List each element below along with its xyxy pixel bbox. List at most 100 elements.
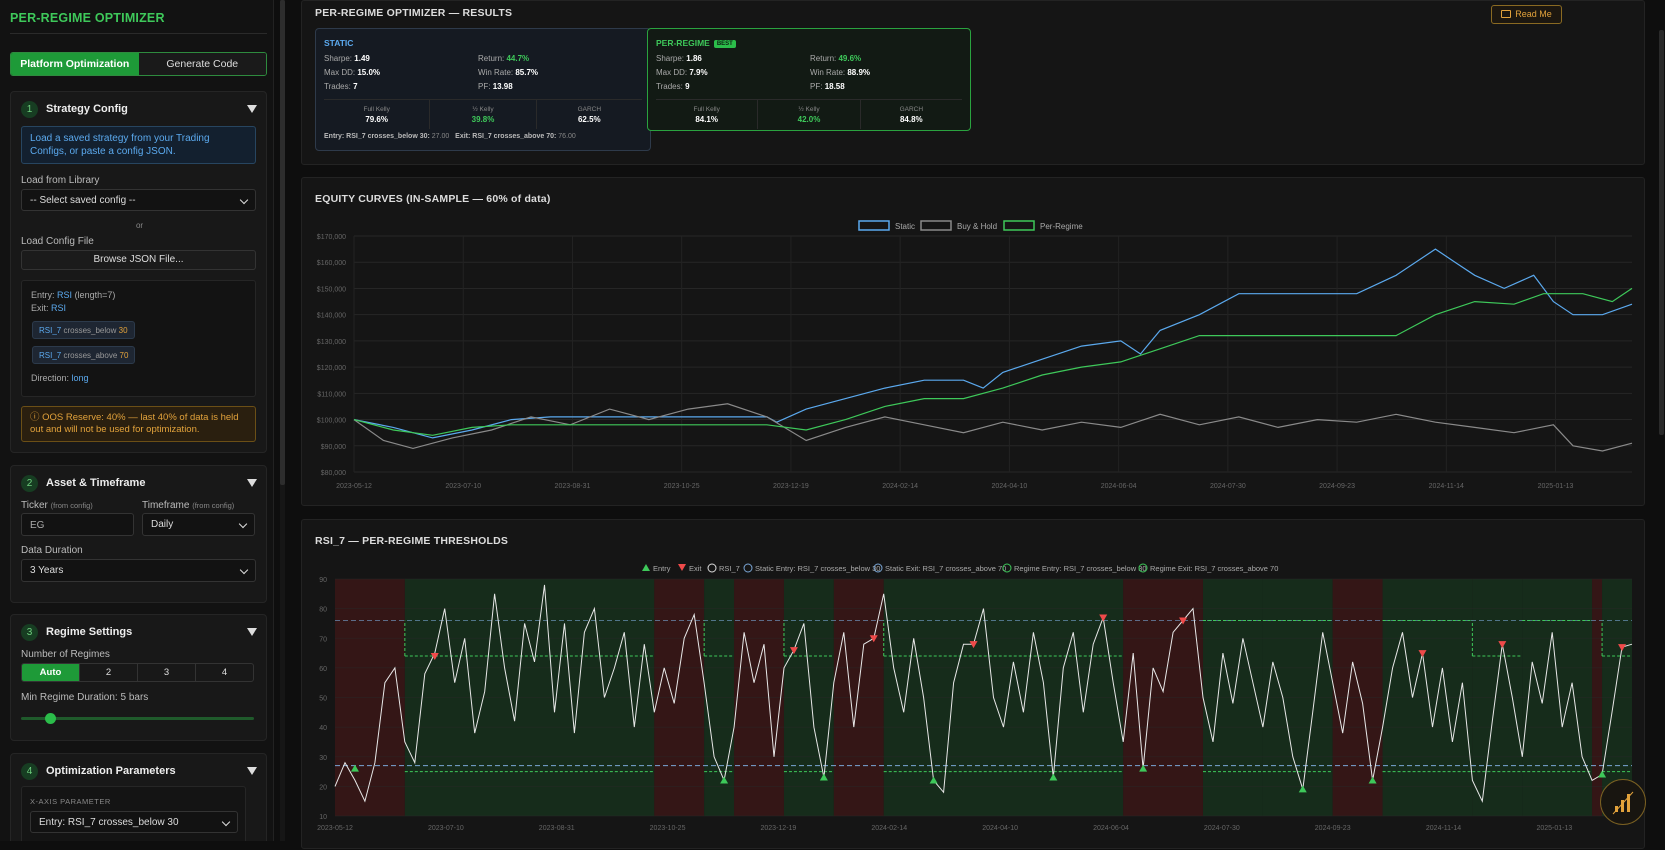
entry-condition-chip: RSI_7 crosses_below 30 (32, 321, 135, 339)
exit-threshold-value: 76.00 (558, 133, 576, 140)
rsi-chart-title: RSI_7 — PER-REGIME THRESHOLDS (315, 535, 509, 547)
kelly-label: ½ Kelly (472, 106, 494, 113)
stat-label: Return: (810, 54, 837, 63)
y-tick-label: 60 (319, 666, 327, 673)
card-title: Strategy Config (46, 103, 128, 115)
library-label: Load from Library (21, 175, 100, 186)
min-duration-slider-track[interactable] (21, 717, 254, 720)
collapse-icon[interactable] (247, 767, 257, 775)
collapse-icon[interactable] (247, 105, 257, 113)
file-label: Load Config File (21, 236, 94, 247)
kelly-value: 39.8% (471, 115, 495, 124)
collapse-icon[interactable] (247, 628, 257, 636)
ticker-input[interactable]: EG (21, 513, 134, 536)
regime-option-3[interactable]: 3 (138, 664, 196, 681)
y-tick-label: $160,000 (317, 260, 346, 267)
exit-label: Exit: (31, 303, 49, 313)
legend-label: Static Exit: RSI_7 crosses_above 70 (885, 564, 1006, 573)
tab-platform-optimization[interactable]: Platform Optimization (11, 53, 139, 75)
entry-marker (1368, 776, 1377, 784)
card-title: Asset & Timeframe (46, 477, 146, 489)
browse-json-button[interactable]: Browse JSON File... (21, 250, 256, 270)
stat-label: PF: (478, 82, 491, 91)
x-tick-label: 2025-01-13 (1536, 825, 1572, 832)
regime-settings-card: 3 Regime Settings Number of Regimes Auto… (10, 614, 267, 741)
direction-line: Direction: long (31, 373, 89, 383)
tab-generate-code[interactable]: Generate Code (138, 53, 266, 75)
regime-option-auto[interactable]: Auto (22, 664, 80, 681)
collapse-icon[interactable] (247, 479, 257, 487)
equity-chart-title: EQUITY CURVES (IN-SAMPLE — 60% of data) (315, 193, 551, 205)
kelly-value: 84.8% (899, 115, 923, 124)
x-tick-label: 2023-10-25 (650, 825, 686, 832)
timeframe-select[interactable]: Daily (142, 513, 255, 536)
x-axis-param-label: X-AXIS PARAMETER (30, 797, 111, 806)
min-duration-label: Min Regime Duration: 5 bars (21, 692, 149, 703)
stat-value: 7.9% (689, 68, 708, 77)
best-badge: BEST (713, 40, 736, 48)
chart-fab-button[interactable] (1600, 779, 1646, 825)
exit-marker (789, 647, 798, 655)
legend-label: RSI_7 (719, 564, 740, 573)
y-tick-label: $150,000 (317, 286, 346, 293)
stat-label: Max DD: (656, 68, 688, 77)
step-number: 1 (21, 100, 38, 118)
duration-select[interactable]: 3 Years (21, 559, 256, 582)
x-tick-label: 2024-07-30 (1210, 483, 1246, 490)
legend-label: Regime Entry: RSI_7 crosses_below 30 (1014, 564, 1147, 573)
asset-timeframe-header[interactable]: 2 Asset & Timeframe (21, 474, 257, 492)
min-duration-slider-handle[interactable] (45, 713, 56, 724)
x-tick-label: 2024-07-30 (1204, 825, 1240, 832)
kelly-value: 62.5% (577, 115, 601, 124)
regime-kelly-row: Full Kelly 84.1% ½ Kelly 42.0% GARCH 84.8% (656, 99, 962, 129)
x-axis-param-box: X-AXIS PARAMETER Entry: RSI_7 crosses_be… (21, 786, 246, 841)
read-me-button[interactable]: Read Me (1491, 5, 1562, 24)
sidebar: PER-REGIME OPTIMIZER Platform Optimizati… (0, 0, 274, 841)
x-axis-param-select[interactable]: Entry: RSI_7 crosses_below 30 (30, 811, 238, 833)
regime-full-kelly: Full Kelly 84.1% (656, 100, 759, 129)
series-line-static (353, 248, 1633, 439)
regime-exit-line (404, 620, 655, 657)
regime-option-4[interactable]: 4 (221, 667, 228, 678)
series-line-per-regime (353, 287, 1633, 436)
stat-value: 7 (353, 82, 358, 91)
stat-value: 9 (685, 82, 690, 91)
exit-marker (1418, 650, 1427, 658)
x-tick-label: 2024-09-23 (1319, 483, 1355, 490)
regime-count-label: Number of Regimes (21, 649, 110, 660)
stat-label: Return: (478, 54, 505, 63)
entry-marker (350, 764, 359, 772)
static-return: Return: 44.7% (478, 54, 529, 63)
entry-threshold-label: Entry: RSI_7 crosses_below 30: (324, 133, 430, 140)
x-tick-label: 2024-02-14 (882, 483, 918, 490)
stat-value: 88.9% (847, 68, 871, 77)
library-select[interactable]: -- Select saved config -- (21, 189, 256, 211)
y-tick-label: 70 (319, 636, 327, 643)
regime-exit-line (883, 620, 1124, 657)
stat-value: 1.49 (354, 54, 370, 63)
regime-option-2[interactable]: 2 (80, 664, 138, 681)
strategy-config-header[interactable]: 1 Strategy Config (21, 100, 257, 118)
regime-exit-line (1601, 620, 1632, 657)
results-panel: PER-REGIME OPTIMIZER — RESULTS STATIC Sh… (301, 0, 1645, 165)
main-scrollbar-thumb[interactable] (1659, 30, 1664, 435)
regime-return: Return: 49.6% (810, 54, 861, 63)
x-tick-label: 2024-04-10 (991, 483, 1027, 490)
chevron-down-icon (239, 195, 249, 205)
stat-value: 85.7% (515, 68, 539, 77)
legend-swatch (920, 220, 952, 231)
kelly-label: Full Kelly (363, 106, 390, 113)
chevron-down-icon (238, 519, 248, 529)
static-result-card: STATIC Sharpe: 1.49 Return: 44.7% Max DD… (315, 28, 651, 151)
static-win-rate: Win Rate: 85.7% (478, 68, 538, 77)
equity-chart-panel: EQUITY CURVES (IN-SAMPLE — 60% of data) … (301, 177, 1645, 506)
static-thresholds: Entry: RSI_7 crosses_below 30: 27.00 Exi… (324, 133, 576, 140)
optimization-params-header[interactable]: 4 Optimization Parameters (21, 762, 257, 780)
equity-chart: Static Buy & Hold Per-Regime $170,000 $160,0… (317, 220, 1633, 490)
legend-label: Per-Regime (1040, 222, 1083, 231)
stat-value: 44.7% (506, 54, 530, 63)
regime-settings-header[interactable]: 3 Regime Settings (21, 623, 257, 641)
y-tick-label: 50 (319, 696, 327, 703)
entry-marker (1298, 785, 1307, 793)
sidebar-scrollbar-thumb[interactable] (280, 0, 285, 485)
